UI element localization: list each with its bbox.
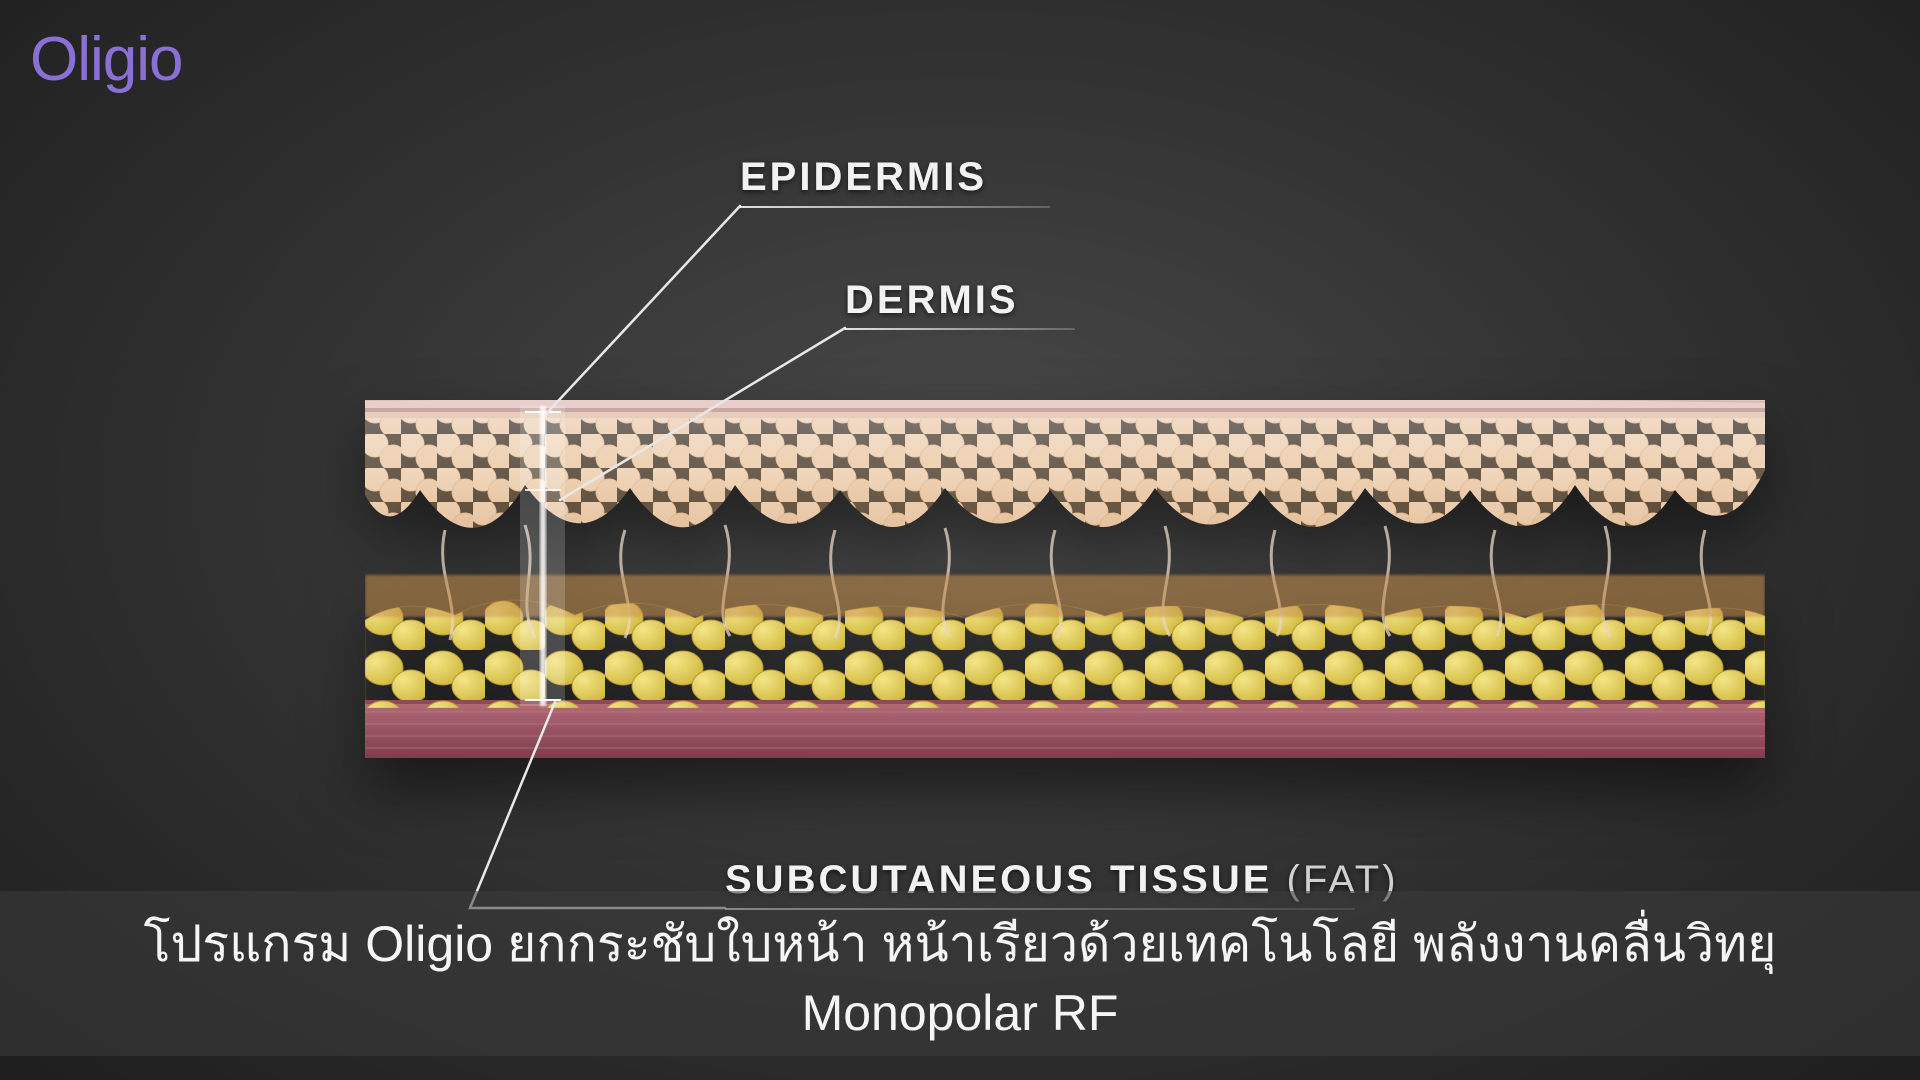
label-epidermis: EPIDERMIS — [740, 155, 987, 200]
caption-text: โปรแกรม Oligio ยกกระชับใบหน้า หน้าเรียวด… — [144, 916, 1777, 1041]
depth-marker — [520, 406, 565, 706]
dermis-layer — [365, 414, 1765, 528]
muscle-layer — [365, 700, 1765, 758]
underline-dermis — [845, 328, 1075, 330]
label-dermis: DERMIS — [845, 278, 1019, 323]
underline-epidermis — [740, 206, 1050, 208]
epidermis-layer — [365, 400, 1765, 418]
skin-cross-section — [365, 400, 1765, 760]
caption-bar: โปรแกรม Oligio ยกกระชับใบหน้า หน้าเรียวด… — [0, 891, 1920, 1056]
